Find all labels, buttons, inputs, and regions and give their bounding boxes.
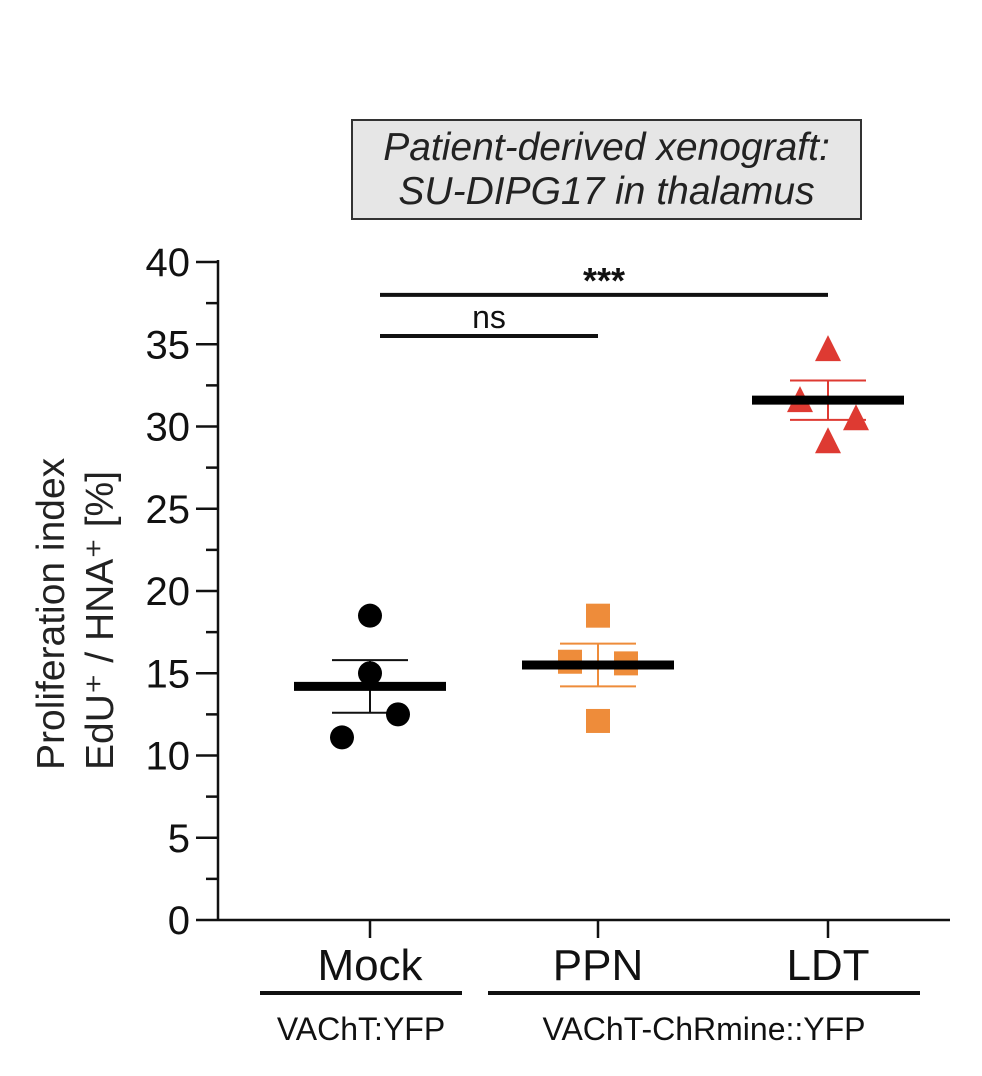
data-point-circle bbox=[358, 603, 382, 628]
data-point-triangle bbox=[843, 404, 869, 431]
x-category-label: PPN bbox=[553, 941, 643, 990]
y-axis-label-line-2: EdU⁺ / HNA⁺ [%] bbox=[79, 470, 122, 770]
group-label: VAChT-ChRmine::YFP bbox=[542, 1011, 865, 1047]
significance-label: *** bbox=[583, 260, 625, 301]
data-point-triangle bbox=[815, 335, 841, 362]
chart-title-line-2: SU-DIPG17 in thalamus bbox=[398, 170, 815, 213]
y-tick-label: 35 bbox=[146, 323, 191, 367]
y-tick-label: 10 bbox=[146, 735, 191, 779]
y-tick-label: 40 bbox=[146, 241, 191, 285]
data-point-circle bbox=[330, 725, 354, 750]
significance-label: ns bbox=[472, 299, 506, 335]
data-point-square bbox=[586, 603, 610, 628]
y-axis-label-line-1: Proliferation index bbox=[30, 457, 73, 770]
y-tick-label: 20 bbox=[146, 570, 191, 614]
chart-title-box: Patient-derived xenograft: SU-DIPG17 in … bbox=[351, 119, 862, 220]
x-category-label: Mock bbox=[317, 941, 423, 990]
data-point-square bbox=[586, 708, 610, 733]
chart-title-line-1: Patient-derived xenograft: bbox=[383, 126, 830, 169]
data-point-triangle bbox=[815, 427, 841, 454]
y-tick-label: 0 bbox=[168, 899, 190, 943]
y-tick-label: 5 bbox=[168, 817, 190, 861]
y-tick-label: 25 bbox=[146, 488, 191, 532]
data-point-circle bbox=[358, 661, 382, 686]
x-category-label: LDT bbox=[786, 941, 869, 990]
data-point-circle bbox=[386, 702, 410, 727]
group-label: VAChT:YFP bbox=[277, 1011, 445, 1047]
y-tick-label: 15 bbox=[146, 652, 191, 696]
y-tick-label: 30 bbox=[146, 406, 191, 450]
